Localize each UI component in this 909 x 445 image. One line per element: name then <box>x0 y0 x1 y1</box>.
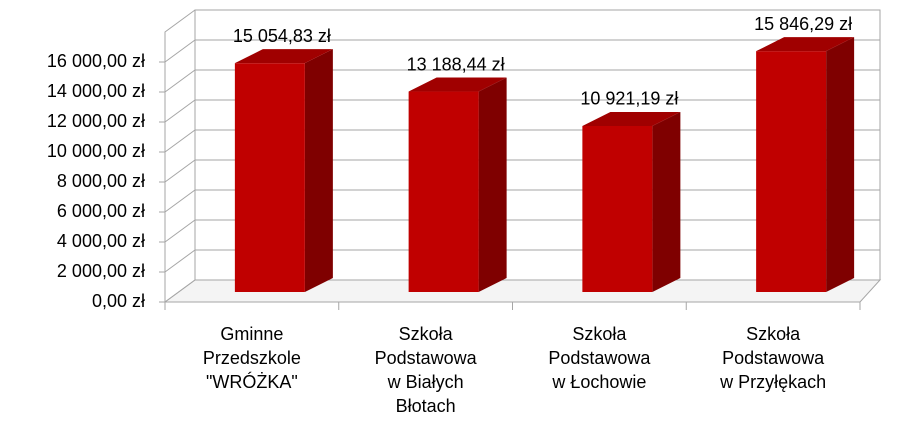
grid-line <box>164 69 880 93</box>
x-tick-label: Błotach <box>396 396 456 416</box>
bar <box>582 125 653 292</box>
y-tick-label: 0,00 zł <box>92 291 145 311</box>
y-tick-label: 2 000,00 zł <box>57 261 145 281</box>
y-tick-label: 10 000,00 zł <box>47 141 145 161</box>
y-tick-label: 14 000,00 zł <box>47 81 145 101</box>
bar-side <box>652 111 681 292</box>
x-tick-label: w Przyłękach <box>719 372 826 392</box>
x-tick-label: Szkoła <box>746 324 801 344</box>
grid-line <box>164 99 880 123</box>
x-tick-label: Podstawowa <box>722 348 825 368</box>
y-tick-label: 4 000,00 zł <box>57 231 145 251</box>
bar-top <box>756 37 855 52</box>
back-wall <box>194 9 881 280</box>
y-tick-label: 12 000,00 zł <box>47 111 145 131</box>
value-label: 13 188,44 zł <box>407 54 505 74</box>
bar <box>408 91 479 293</box>
y-tick-label: 8 000,00 zł <box>57 171 145 191</box>
value-label: 10 921,19 zł <box>580 89 678 109</box>
x-tick-label: Podstawowa <box>548 348 651 368</box>
x-tick-label: w Białych <box>387 372 464 392</box>
value-label: 15 846,29 zł <box>754 14 852 34</box>
x-tick-label: Przedszkole <box>203 348 301 368</box>
bar-top <box>582 111 681 126</box>
x-tick-label: Gminne <box>220 324 283 344</box>
x-tick-label: Szkoła <box>399 324 454 344</box>
grid-line <box>164 39 880 63</box>
x-tick-label: w Łochowie <box>551 372 646 392</box>
y-tick-label: 16 000,00 zł <box>47 51 145 71</box>
bar-top <box>234 49 333 64</box>
value-label: 15 054,83 zł <box>233 26 331 46</box>
bar <box>756 51 827 293</box>
x-tick-label: "WRÓŻKA" <box>206 371 298 392</box>
bar-side <box>478 77 507 293</box>
y-tick-label: 6 000,00 zł <box>57 201 145 221</box>
x-tick-label: Podstawowa <box>375 348 478 368</box>
side-wall <box>164 9 196 302</box>
bar-side <box>304 49 333 293</box>
bar-side <box>826 37 855 293</box>
bar <box>234 63 305 293</box>
x-tick-label: Szkoła <box>572 324 627 344</box>
bar-top <box>408 77 507 92</box>
